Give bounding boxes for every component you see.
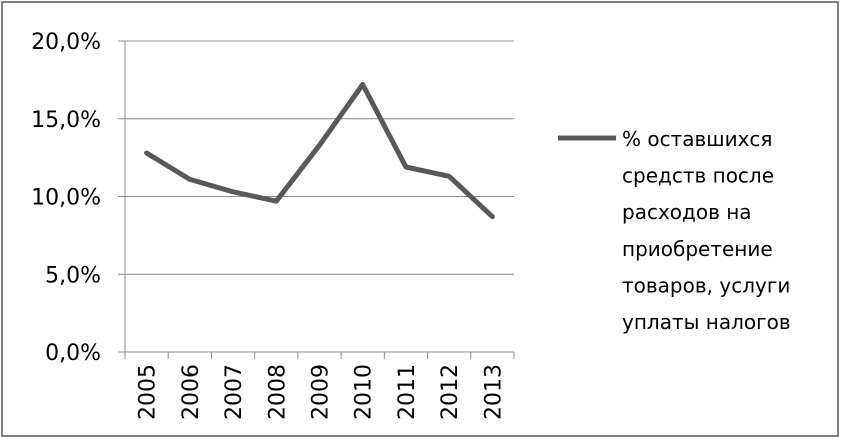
series-line <box>144 82 495 220</box>
x-tick-label: 2010 <box>352 364 377 420</box>
x-tick-label: 2011 <box>395 364 420 420</box>
y-tick-label: 20,0% <box>31 30 101 55</box>
x-tick-label: 2008 <box>265 364 290 420</box>
x-axis-ticks: 2005 2006 2007 2008 2009 2010 2011 2012 2013 <box>124 352 515 420</box>
y-tick-label: 0,0% <box>45 341 101 366</box>
legend-line: % оставшихся <box>622 127 772 151</box>
y-tick-label: 10,0% <box>31 186 101 211</box>
legend-line: приобретение <box>622 237 773 261</box>
legend[interactable]: % оставшихся средств после расходов на прио… <box>558 127 791 334</box>
legend-line: средств после <box>622 164 774 188</box>
chart-frame <box>1 1 839 437</box>
x-tick-label: 2012 <box>438 364 463 420</box>
legend-line: расходов на <box>622 200 752 224</box>
grid-lines <box>125 40 514 275</box>
series-group <box>144 82 495 220</box>
legend-line: товаров, услуги <box>622 273 790 297</box>
x-tick-label: 2009 <box>309 364 334 420</box>
x-tick-label: 2005 <box>136 364 161 420</box>
y-axis-ticks: 0,0% 5,0% 10,0% 15,0% 20,0% <box>31 30 125 366</box>
x-tick-label: 2013 <box>481 364 506 420</box>
y-tick-label: 5,0% <box>45 263 101 288</box>
legend-series-label: % оставшихся средств после расходов на прио… <box>622 127 791 334</box>
y-tick-label: 15,0% <box>31 108 101 133</box>
x-tick-label: 2006 <box>179 364 204 420</box>
legend-line: уплаты налогов <box>622 310 791 334</box>
x-tick-label: 2007 <box>222 364 247 420</box>
